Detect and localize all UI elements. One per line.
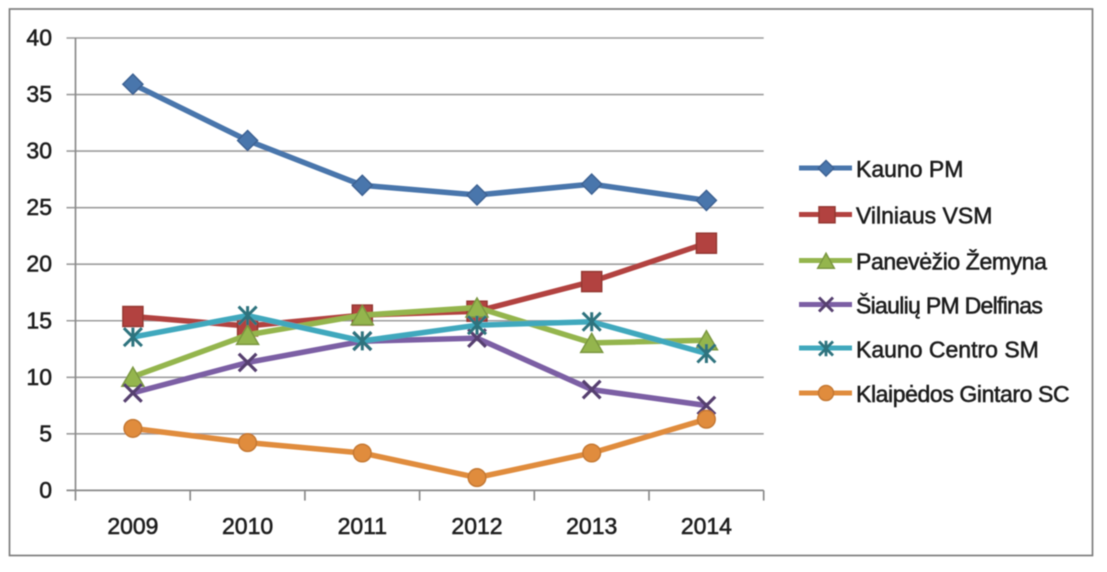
svg-text:Panevėžio Žemyna: Panevėžio Žemyna	[856, 249, 1047, 275]
svg-text:2014: 2014	[681, 513, 732, 539]
svg-text:2009: 2009	[107, 513, 158, 539]
svg-text:Kauno Centro SM: Kauno Centro SM	[856, 337, 1039, 363]
svg-text:25: 25	[26, 194, 52, 220]
svg-text:15: 15	[26, 307, 52, 333]
svg-text:Klaipėdos Gintaro SC: Klaipėdos Gintaro SC	[856, 381, 1069, 407]
svg-text:Vilniaus VSM: Vilniaus VSM	[856, 203, 992, 229]
svg-text:30: 30	[26, 138, 52, 164]
svg-text:10: 10	[26, 364, 52, 390]
svg-text:5: 5	[39, 420, 52, 446]
svg-text:2012: 2012	[451, 513, 502, 539]
svg-text:40: 40	[26, 25, 52, 51]
svg-text:2011: 2011	[338, 513, 387, 539]
svg-text:0: 0	[39, 477, 52, 503]
svg-text:20: 20	[26, 251, 52, 277]
svg-text:35: 35	[26, 81, 52, 107]
svg-text:Kauno PM: Kauno PM	[856, 156, 963, 182]
svg-text:2013: 2013	[566, 513, 617, 539]
svg-text:2010: 2010	[222, 513, 273, 539]
svg-text:Šiaulių PM Delfinas: Šiaulių PM Delfinas	[856, 292, 1042, 319]
